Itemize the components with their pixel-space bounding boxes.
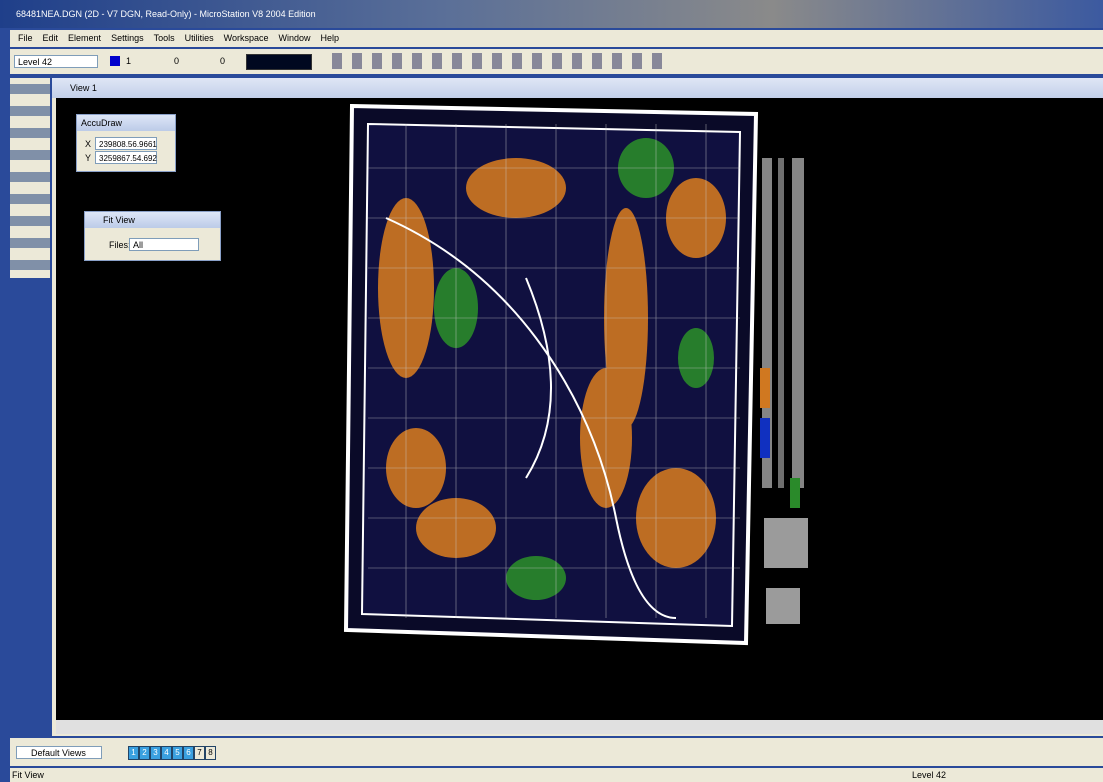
menu-item[interactable]: Edit (42, 33, 59, 43)
menu-item[interactable]: File (18, 33, 33, 43)
fit-view-dialog: Fit View Files: All (84, 211, 221, 261)
color-swatch (110, 56, 120, 66)
tool-box[interactable] (10, 78, 50, 278)
dialog-title: AccuDraw (77, 115, 175, 131)
level-select[interactable]: Level 42 (14, 55, 98, 68)
view-button[interactable]: 4 (161, 746, 172, 760)
menu-item[interactable]: Settings (111, 33, 144, 43)
status-level: Level 42 (912, 770, 947, 780)
map-drawing (343, 103, 808, 646)
vegetation (434, 138, 714, 600)
y-field[interactable]: 3259867.54.692 (95, 151, 157, 164)
saved-views-select[interactable]: Default Views (16, 746, 102, 759)
menu-item[interactable]: Tools (153, 33, 175, 43)
view-button[interactable]: 8 (205, 746, 216, 760)
files-label: Files: (109, 240, 131, 250)
tool-icons[interactable] (326, 53, 666, 69)
x-field[interactable]: 239808.56.9661 (95, 137, 157, 150)
active-preview (246, 54, 312, 70)
view-button[interactable]: 2 (139, 746, 150, 760)
window-title: 68481NEA.DGN (2D - V7 DGN, Read-Only) - … (16, 9, 316, 19)
title-bar: 68481NEA.DGN (2D - V7 DGN, Read-Only) - … (0, 0, 1103, 28)
accudraw-dialog: AccuDraw X 239808.56.9661 Y 3259867.54.6… (76, 114, 176, 172)
view-button[interactable]: 1 (128, 746, 139, 760)
drawing-canvas (56, 98, 1103, 720)
view-title: View 1 (70, 83, 97, 93)
color-index[interactable]: 1 (126, 56, 132, 66)
view-window: View 1 (52, 78, 1103, 736)
status-message: Fit View (12, 770, 44, 780)
menu-item[interactable]: Utilities (184, 33, 214, 43)
line-weight[interactable]: 0 (220, 56, 226, 66)
y-label: Y (85, 153, 92, 163)
view-title-bar: View 1 (52, 78, 1103, 98)
view-button[interactable]: 3 (150, 746, 161, 760)
files-select[interactable]: All (129, 238, 199, 251)
x-label: X (85, 139, 92, 149)
view-button[interactable]: 6 (183, 746, 194, 760)
menu-item[interactable]: Help (320, 33, 340, 43)
legend (760, 158, 808, 624)
menu-item[interactable]: Workspace (223, 33, 269, 43)
scrollbar[interactable] (56, 720, 1103, 734)
roads (385, 217, 677, 619)
grid (368, 124, 740, 618)
toolbar: Level 42 1 0 0 (10, 49, 1103, 74)
menu-item[interactable]: Element (68, 33, 102, 43)
dialog-title: Fit View (85, 212, 220, 228)
menu-bar: File Edit Element Settings Tools Utilities Wor… (10, 30, 1103, 47)
menu-item[interactable]: Window (278, 33, 311, 43)
line-style[interactable]: 0 (174, 56, 180, 66)
view-button[interactable]: 5 (172, 746, 183, 760)
status-bar: Fit View Level 42 (10, 768, 1103, 782)
view-button[interactable]: 7 (194, 746, 205, 760)
